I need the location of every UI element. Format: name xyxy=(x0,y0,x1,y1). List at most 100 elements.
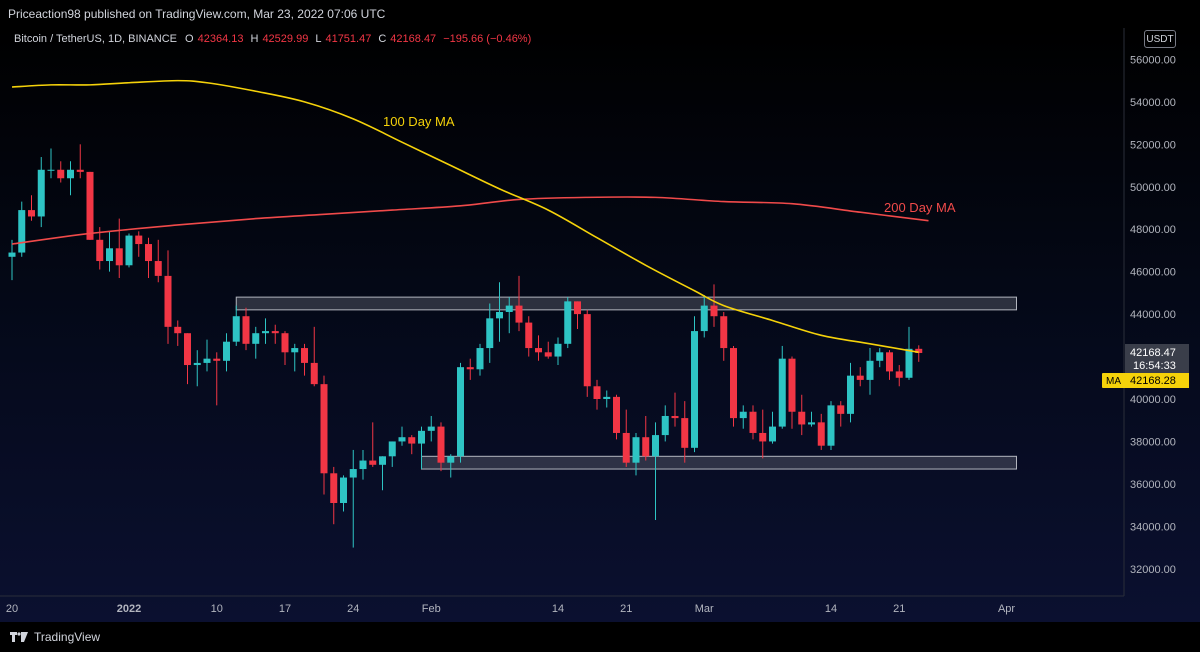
time-tick-label: 10 xyxy=(211,603,223,615)
candle-body xyxy=(154,261,162,276)
candle-body xyxy=(232,316,240,342)
candle-body xyxy=(388,441,396,457)
candle-body xyxy=(788,358,796,412)
candle-body xyxy=(28,210,35,217)
candle-body xyxy=(252,333,260,344)
ma-price-tag: MA 42168.28 xyxy=(1102,373,1189,388)
time-tick-label: Mar xyxy=(695,603,714,615)
price-tick-label: 56000.00 xyxy=(1130,54,1176,66)
price-tick-label: 52000.00 xyxy=(1130,139,1176,151)
candle-body xyxy=(535,348,542,353)
low-value: 41751.47 xyxy=(325,33,372,45)
candle-body xyxy=(603,396,611,399)
candle-body xyxy=(203,358,211,363)
publish-header: Priceaction98 published on TradingView.c… xyxy=(0,0,1200,28)
candle-body xyxy=(447,456,455,463)
support-zone xyxy=(421,455,1017,470)
candle-body xyxy=(769,426,776,442)
candle-body xyxy=(398,437,406,442)
candle-body xyxy=(759,432,767,442)
price-tick-label: 40000.00 xyxy=(1130,394,1176,406)
resistance-zone xyxy=(235,296,1017,311)
footer: TradingView xyxy=(0,622,1200,652)
candle-body xyxy=(349,469,357,478)
candle-body xyxy=(174,326,182,334)
chart-area[interactable] xyxy=(0,28,1200,622)
candle-body xyxy=(700,305,708,332)
candle-body xyxy=(37,169,45,217)
footer-brand[interactable]: TradingView xyxy=(34,630,101,644)
candle-body xyxy=(593,386,601,399)
candle-body xyxy=(613,396,620,433)
candle-body xyxy=(8,252,16,257)
candle-body xyxy=(242,316,250,344)
price-tick-label: 32000.00 xyxy=(1130,564,1176,576)
candles-layer xyxy=(8,144,923,548)
time-tick-label: 14 xyxy=(825,603,837,615)
candle-body xyxy=(164,275,172,327)
candle-body xyxy=(340,477,347,504)
candle-body xyxy=(86,171,94,240)
time-tick-label: 21 xyxy=(893,603,905,615)
candle-body xyxy=(642,437,650,457)
candle-body xyxy=(671,415,679,419)
candle-body xyxy=(106,248,113,262)
candle-body xyxy=(486,318,494,349)
candle-body xyxy=(496,311,503,319)
time-tick-label: 20 xyxy=(6,603,18,615)
bar-countdown: 16:54:33 xyxy=(1133,360,1176,372)
candle-body xyxy=(437,426,445,463)
change-value: −195.66 (−0.46%) xyxy=(443,33,532,45)
candle-body xyxy=(661,415,669,436)
candle-body xyxy=(262,331,269,334)
candle-body xyxy=(827,405,835,446)
time-tick-label: 21 xyxy=(620,603,632,615)
candle-body xyxy=(652,435,659,457)
candle-body xyxy=(96,239,104,262)
close-value: 42168.47 xyxy=(390,33,437,45)
price-axis: 32000.00 34000.00 36000.00 38000.00 40000.00… xyxy=(1130,54,1176,575)
price-tick-label: 36000.00 xyxy=(1130,479,1176,491)
candle-body xyxy=(583,314,591,387)
open-value: 42364.13 xyxy=(197,33,244,45)
candle-body xyxy=(886,352,893,372)
price-tick-label: 54000.00 xyxy=(1130,97,1176,109)
low-label: L xyxy=(315,33,322,45)
ma200-label: 200 Day MA xyxy=(884,200,956,215)
high-value: 42529.99 xyxy=(262,33,309,45)
publish-line: Priceaction98 published on TradingView.c… xyxy=(8,7,386,21)
ma-layer xyxy=(11,79,929,354)
close-label: C xyxy=(378,33,387,45)
candle-body xyxy=(749,411,757,433)
ma100-label: 100 Day MA xyxy=(383,114,455,129)
candle-body xyxy=(554,343,562,357)
candle-body xyxy=(125,235,133,266)
ohlc-legend: Bitcoin / TetherUS, 1D, BINANCE O 42364.1… xyxy=(14,33,534,45)
candle-body xyxy=(223,341,230,361)
tradingview-logo-icon[interactable] xyxy=(10,631,28,643)
high-label: H xyxy=(250,33,259,45)
candle-body xyxy=(505,305,513,312)
time-tick-label: 24 xyxy=(347,603,359,615)
candle-body xyxy=(184,333,191,366)
candle-body xyxy=(544,352,552,357)
candle-body xyxy=(408,437,416,444)
symbol-label[interactable]: Bitcoin / TetherUS, 1D, BINANCE xyxy=(14,33,178,45)
candle-body xyxy=(281,333,289,353)
candle-body xyxy=(720,316,728,349)
currency-badge[interactable]: USDT xyxy=(1144,30,1176,48)
candle-body xyxy=(271,331,279,334)
candle-body xyxy=(710,305,718,317)
candle-body xyxy=(57,169,65,179)
price-tick-label: 46000.00 xyxy=(1130,267,1176,279)
last-price-tag: 42168.47 16:54:33 xyxy=(1125,344,1189,374)
candle-body xyxy=(301,348,308,363)
candle-body xyxy=(866,360,874,380)
price-tick-label: 38000.00 xyxy=(1130,436,1176,448)
price-tick-label: 34000.00 xyxy=(1130,521,1176,533)
last-price-value: 42168.47 xyxy=(1130,347,1176,359)
candle-body xyxy=(76,169,84,172)
time-tick-label: Apr xyxy=(998,603,1015,615)
time-tick-label: 2022 xyxy=(117,603,141,615)
